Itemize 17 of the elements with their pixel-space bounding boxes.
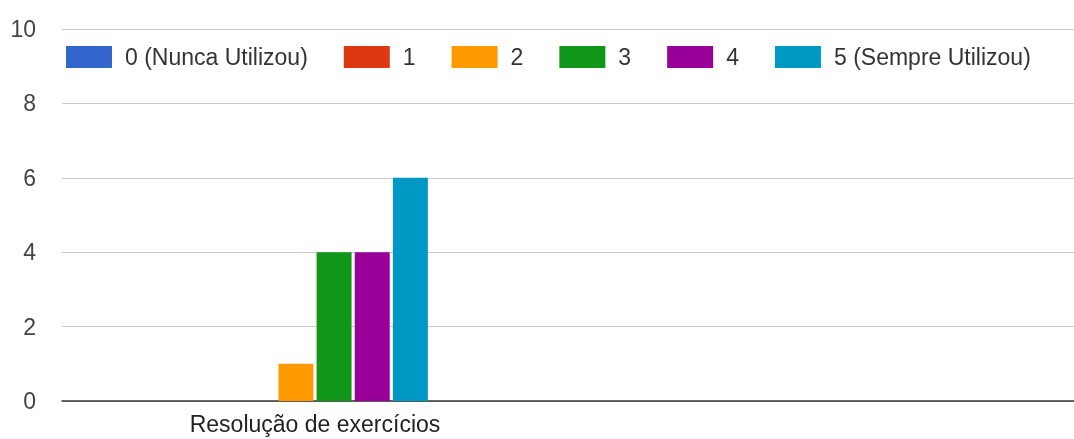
legend-label: 2 (510, 44, 524, 70)
bar (278, 363, 314, 401)
x-tick-label: Resolução de exercícios (189, 411, 441, 437)
bar (392, 177, 428, 401)
y-tick-label: 6 (23, 164, 36, 191)
y-tick-label: 10 (10, 16, 36, 42)
legend-label: 5 (Sempre Utilizou) (833, 44, 1031, 70)
y-tick-label: 2 (23, 313, 36, 340)
legend-label: 4 (726, 44, 740, 70)
bar (316, 252, 352, 401)
y-tick-label: 0 (23, 388, 36, 414)
legend-label: 3 (618, 44, 632, 70)
y-tick-label: 8 (23, 90, 36, 117)
legend-label: 0 (Nunca Utilizou) (125, 44, 308, 70)
y-tick-label: 4 (23, 239, 37, 266)
legend-label: 1 (402, 44, 416, 70)
bar (354, 252, 390, 401)
